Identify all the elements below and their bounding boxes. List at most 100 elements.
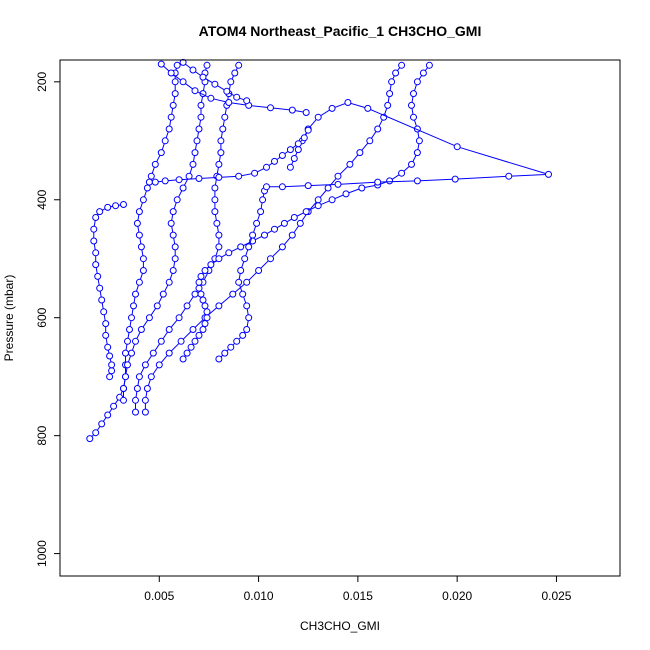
data-point bbox=[193, 137, 201, 145]
data-point bbox=[149, 349, 157, 357]
series-line bbox=[123, 65, 208, 401]
data-point bbox=[413, 149, 421, 157]
y-axis: 200 400 600 800 1000 bbox=[35, 71, 60, 567]
data-point bbox=[408, 160, 415, 168]
data-point bbox=[183, 349, 191, 357]
series-7 bbox=[215, 99, 552, 363]
chart-title: ATOM4 Northeast_Pacific_1 CH3CHO_GMI bbox=[199, 23, 482, 39]
data-point bbox=[175, 176, 183, 184]
data-point bbox=[145, 314, 153, 322]
data-point bbox=[227, 343, 235, 351]
data-point bbox=[286, 163, 294, 171]
data-point bbox=[110, 402, 118, 410]
data-point bbox=[280, 219, 288, 227]
series-2 bbox=[90, 201, 127, 381]
data-point bbox=[179, 355, 187, 363]
data-point bbox=[201, 320, 209, 328]
data-point bbox=[374, 125, 382, 133]
data-point bbox=[197, 272, 205, 280]
data-point bbox=[122, 373, 129, 381]
data-point bbox=[151, 160, 159, 168]
data-point bbox=[271, 225, 278, 233]
data-point bbox=[96, 208, 104, 216]
data-point bbox=[219, 125, 227, 133]
data-point bbox=[90, 237, 98, 245]
data-point bbox=[201, 302, 209, 310]
data-point bbox=[296, 219, 304, 227]
data-point bbox=[106, 373, 114, 381]
data-point bbox=[139, 267, 147, 274]
series-line bbox=[218, 101, 549, 360]
data-point bbox=[233, 93, 241, 101]
data-point bbox=[286, 146, 294, 154]
data-point bbox=[231, 69, 239, 77]
data-point bbox=[278, 243, 286, 251]
data-point bbox=[185, 172, 193, 180]
series-8 bbox=[145, 126, 312, 186]
data-point bbox=[92, 261, 100, 269]
data-point bbox=[263, 163, 270, 171]
data-point bbox=[124, 337, 131, 345]
data-point bbox=[300, 134, 308, 142]
data-point bbox=[191, 337, 199, 345]
data-point bbox=[328, 104, 336, 112]
data-point bbox=[386, 90, 394, 98]
data-point bbox=[215, 173, 223, 181]
data-point bbox=[106, 352, 114, 360]
data-point bbox=[191, 87, 199, 95]
data-point bbox=[263, 183, 270, 191]
data-point bbox=[126, 326, 133, 333]
data-point bbox=[215, 231, 223, 239]
data-point bbox=[135, 373, 143, 381]
data-point bbox=[165, 278, 173, 286]
data-point bbox=[245, 243, 253, 251]
data-point bbox=[366, 137, 374, 145]
data-point bbox=[137, 326, 145, 333]
data-point bbox=[211, 196, 219, 204]
data-point bbox=[112, 202, 120, 210]
data-point bbox=[386, 177, 394, 185]
data-point bbox=[98, 296, 106, 304]
data-point bbox=[132, 396, 139, 404]
data-point bbox=[259, 196, 267, 204]
data-point bbox=[235, 278, 243, 286]
data-point bbox=[130, 302, 137, 310]
plot-frame bbox=[59, 59, 621, 577]
data-point bbox=[203, 308, 211, 316]
data-point bbox=[135, 208, 143, 216]
data-point bbox=[191, 149, 199, 157]
data-point bbox=[145, 178, 153, 186]
series-line bbox=[89, 65, 178, 439]
data-point bbox=[189, 66, 197, 74]
data-point bbox=[374, 178, 382, 186]
data-point bbox=[199, 296, 207, 304]
data-point bbox=[169, 101, 177, 109]
data-point bbox=[147, 373, 155, 381]
data-point bbox=[155, 361, 163, 369]
data-point bbox=[241, 255, 249, 263]
data-point bbox=[169, 231, 177, 239]
data-point bbox=[217, 137, 225, 145]
data-point bbox=[171, 90, 179, 98]
data-point bbox=[92, 249, 100, 257]
data-point bbox=[302, 208, 310, 216]
series-6 bbox=[179, 61, 433, 363]
data-point bbox=[225, 249, 233, 257]
data-point bbox=[257, 208, 265, 216]
data-point bbox=[237, 243, 245, 251]
data-point bbox=[215, 302, 223, 310]
data-point bbox=[425, 61, 433, 69]
data-point bbox=[96, 284, 104, 292]
data-point bbox=[108, 367, 116, 375]
data-point bbox=[104, 203, 112, 211]
data-point bbox=[137, 243, 145, 251]
data-point bbox=[211, 184, 219, 192]
data-point bbox=[187, 343, 195, 351]
data-point bbox=[169, 208, 177, 216]
data-point bbox=[197, 113, 205, 121]
data-point bbox=[261, 231, 268, 239]
data-point bbox=[221, 349, 229, 357]
data-point bbox=[165, 125, 173, 133]
data-point bbox=[139, 255, 147, 263]
data-point bbox=[167, 113, 175, 121]
